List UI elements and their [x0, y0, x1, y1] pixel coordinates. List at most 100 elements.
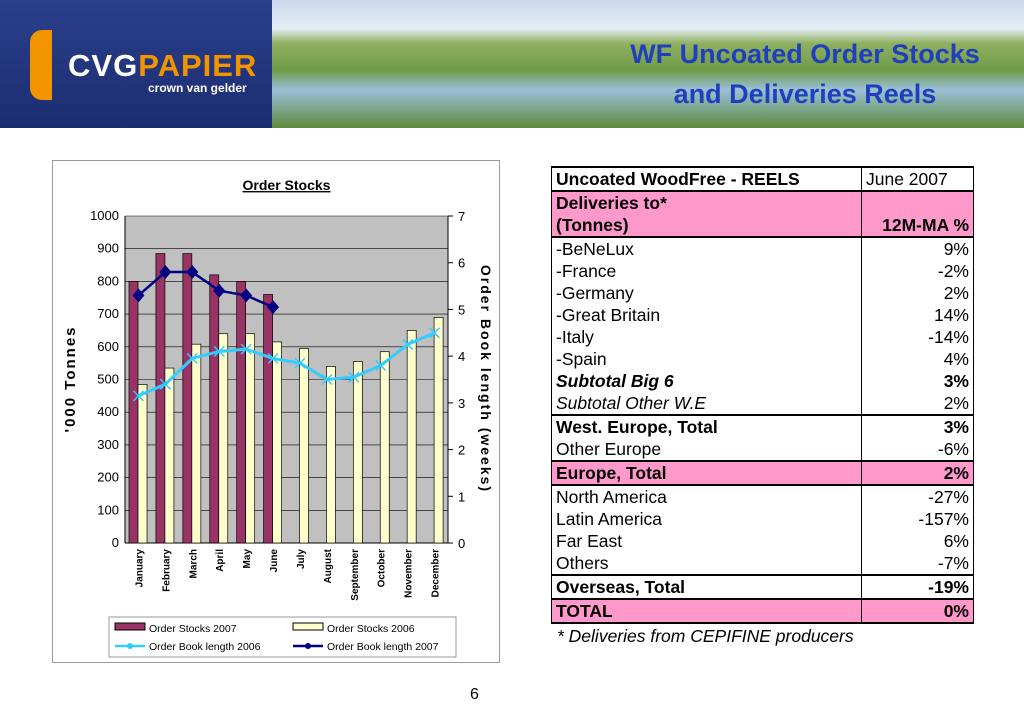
- legend-swatch: [292, 622, 324, 631]
- diamond-marker: [240, 288, 253, 303]
- y-tick-label: 1000: [90, 208, 119, 223]
- diamond-marker: [132, 288, 145, 303]
- x-marker: [267, 352, 279, 365]
- row-value: 2%: [861, 282, 974, 304]
- row-label: -Germany: [551, 282, 862, 304]
- row-label: -France: [551, 260, 862, 282]
- row-label: North America: [551, 484, 862, 508]
- bar-2006: [164, 367, 175, 544]
- row-value: 12M-MA %: [861, 214, 974, 238]
- row-value: 2%: [861, 392, 974, 415]
- x-marker: [375, 359, 387, 372]
- row-label: (Tonnes): [551, 214, 862, 238]
- row-label: Subtotal Big 6: [551, 370, 862, 392]
- y2-axis-label: Order Book length (weeks): [478, 265, 494, 493]
- x-tick-label: October: [377, 549, 388, 587]
- bar-2006: [379, 351, 390, 544]
- row-value: 9%: [861, 236, 974, 260]
- y-tick-label: 500: [97, 372, 119, 387]
- x-marker: [294, 357, 306, 369]
- y2-tick-label: 2: [458, 443, 465, 458]
- bar-2006: [326, 366, 336, 544]
- table-row: TOTAL 0%: [551, 598, 974, 624]
- y-tick-label: 200: [97, 470, 119, 485]
- bar-2006: [245, 333, 256, 544]
- y-tick-label: 300: [97, 437, 119, 452]
- bar-2006: [272, 341, 282, 544]
- header-photo: [272, 0, 1024, 128]
- legend-marker: [305, 643, 311, 649]
- bar-2007: [128, 281, 139, 544]
- x-tick-label: September: [350, 549, 361, 601]
- logo-mark-icon: [30, 30, 52, 100]
- diamond-marker: [267, 300, 280, 315]
- bar-2006: [191, 343, 202, 544]
- line-order-book-length-2007: [137, 270, 274, 309]
- x-marker: [321, 373, 333, 386]
- bar-2006: [352, 361, 363, 544]
- y-tick-label: 400: [97, 404, 119, 419]
- row-value: 3%: [861, 414, 974, 438]
- footnote: * Deliveries from CEPIFINE producers: [557, 626, 854, 646]
- row-value: 6%: [861, 530, 974, 552]
- table-row: -France -2%: [551, 260, 974, 282]
- legend: [108, 616, 457, 658]
- y-tick-label: 0: [112, 535, 119, 550]
- row-value: -27%: [861, 484, 974, 508]
- logo: CVGPAPIER crown van gelder: [0, 0, 272, 128]
- diamond-marker: [213, 283, 226, 298]
- x-tick-label: March: [188, 549, 199, 578]
- y-axis-label: '000 Tonnes: [62, 326, 79, 433]
- row-value: June 2007: [861, 166, 974, 192]
- row-label: Overseas, Total: [551, 574, 862, 599]
- row-value: 14%: [861, 304, 974, 326]
- y-tick-label: 100: [97, 502, 119, 517]
- x-marker: [186, 352, 198, 365]
- y2-tick-label: 6: [458, 256, 465, 271]
- chart-title: Order Stocks: [243, 177, 331, 193]
- x-marker: [240, 343, 252, 355]
- row-value: -2%: [861, 260, 974, 282]
- row-label: TOTAL: [551, 598, 862, 624]
- table-row: -Spain 4%: [551, 348, 974, 370]
- y2-tick-label: 4: [458, 349, 465, 364]
- y2-tick-label: 7: [458, 209, 465, 224]
- chart-svg: 0 100 200 300 400 500 600 700 800 900 1000 0 1 2 3 4 5 6 7…: [62, 177, 494, 658]
- x-tick-label: May: [242, 549, 253, 569]
- x-marker: [159, 378, 171, 390]
- row-label: Subtotal Other W.E: [551, 392, 862, 415]
- x-marker: [402, 338, 414, 350]
- row-label: -Great Britain: [551, 304, 862, 326]
- table-row: -Germany 2%: [551, 282, 974, 304]
- y-tick-label: 800: [97, 273, 119, 288]
- table-row: North America -27%: [551, 484, 974, 508]
- legend-label: Order Book length 2007: [327, 641, 439, 653]
- bar-2006: [137, 384, 148, 544]
- row-value: -14%: [861, 326, 974, 348]
- logo-subtitle: crown van gelder: [148, 81, 247, 95]
- x-marker: [132, 390, 144, 402]
- y-tick-label: 600: [97, 339, 119, 354]
- table-row: Far East 6%: [551, 530, 974, 552]
- row-label: -Spain: [551, 348, 862, 370]
- table-row: Deliveries to*: [551, 190, 974, 214]
- row-value: -6%: [861, 438, 974, 461]
- x-tick-label: February: [161, 549, 172, 592]
- row-label: Uncoated WoodFree - REELS: [551, 166, 862, 192]
- row-value: [861, 190, 974, 214]
- bar-2007: [263, 294, 273, 544]
- row-value: -7%: [861, 552, 974, 575]
- x-tick-label: June: [269, 549, 280, 573]
- legend-label: Order Stocks 2007: [149, 623, 237, 635]
- row-value: -157%: [861, 508, 974, 530]
- row-label: Far East: [551, 530, 862, 552]
- bar-2007: [155, 253, 166, 544]
- table-row: (Tonnes) 12M-MA %: [551, 214, 974, 238]
- bar-2007: [236, 281, 247, 544]
- diamond-marker: [159, 265, 172, 280]
- table-row: Other Europe -6%: [551, 438, 974, 461]
- bar-2006: [406, 330, 417, 544]
- x-marker: [213, 345, 225, 358]
- row-label: Other Europe: [551, 438, 862, 461]
- x-marker: [348, 371, 360, 383]
